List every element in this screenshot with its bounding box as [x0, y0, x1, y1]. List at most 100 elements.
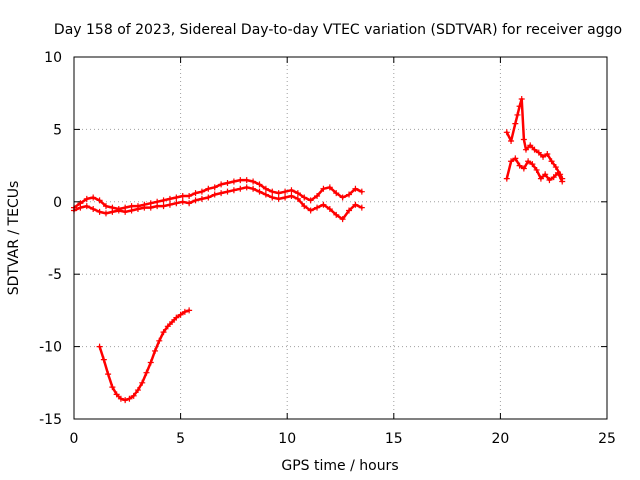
- data-point: [525, 158, 532, 165]
- data-point: [100, 356, 107, 363]
- series-line: [72, 178, 364, 211]
- data-point: [314, 204, 321, 211]
- data-point: [128, 207, 135, 214]
- data-point: [130, 392, 137, 399]
- data-point: [164, 323, 171, 330]
- data-point: [186, 200, 193, 207]
- data-point: [113, 391, 120, 398]
- data-point: [288, 193, 295, 200]
- data-point: [198, 188, 205, 195]
- data-point: [154, 203, 161, 210]
- data-point: [346, 191, 353, 198]
- data-point: [122, 397, 129, 404]
- data-point: [173, 200, 180, 207]
- data-point: [288, 187, 295, 194]
- data-point: [326, 206, 333, 213]
- y-tick-label: 10: [44, 50, 62, 66]
- data-point: [173, 194, 180, 201]
- data-point: [126, 395, 133, 402]
- data-point: [358, 204, 365, 211]
- data-point: [527, 142, 534, 149]
- data-point: [115, 207, 122, 214]
- y-tick-label: 5: [53, 122, 62, 138]
- series-track-a-upper: [71, 177, 365, 213]
- data-point: [205, 194, 212, 201]
- x-tick-label: 25: [598, 431, 616, 447]
- data-point: [550, 174, 557, 181]
- data-point: [301, 203, 308, 210]
- grid-lines: [74, 57, 607, 419]
- data-point: [198, 195, 205, 202]
- data-point: [503, 175, 510, 182]
- data-point: [282, 188, 289, 195]
- data-point: [186, 193, 193, 200]
- series-track-a-lower: [71, 184, 365, 223]
- chart-title: Day 158 of 2023, Sidereal Day-to-day VTE…: [54, 22, 622, 38]
- data-point: [307, 207, 314, 214]
- data-point: [522, 146, 529, 153]
- data-point: [537, 175, 544, 182]
- data-point: [275, 195, 282, 202]
- data-point: [205, 185, 212, 192]
- data-point: [508, 137, 515, 144]
- data-point: [83, 195, 90, 202]
- x-tick-label: 15: [385, 431, 403, 447]
- data-point: [224, 188, 231, 195]
- data-point: [177, 311, 184, 318]
- data-point: [224, 179, 231, 186]
- data-point: [535, 149, 542, 156]
- series-track-d: [503, 155, 566, 185]
- data-point: [320, 201, 327, 208]
- data-point: [90, 194, 97, 201]
- data-point: [294, 190, 301, 197]
- data-point: [134, 206, 141, 213]
- data-point: [160, 329, 167, 336]
- x-tick-label: 20: [491, 431, 509, 447]
- data-point: [531, 146, 538, 153]
- data-point: [358, 188, 365, 195]
- data-point: [262, 191, 269, 198]
- data-point: [105, 371, 112, 378]
- data-point: [237, 177, 244, 184]
- data-point: [139, 379, 146, 386]
- data-point: [117, 395, 124, 402]
- data-point: [503, 129, 510, 136]
- data-point: [218, 181, 225, 188]
- data-point: [552, 164, 559, 171]
- data-point: [275, 190, 282, 197]
- y-axis-label: SDTVAR / TECUs: [6, 181, 22, 296]
- data-point: [333, 211, 340, 218]
- data-point: [533, 166, 540, 173]
- data-point: [540, 153, 547, 160]
- data-point: [147, 359, 154, 366]
- data-point: [96, 343, 103, 350]
- data-point: [160, 197, 167, 204]
- data-point: [559, 178, 566, 185]
- data-point: [256, 181, 263, 188]
- data-point: [173, 314, 180, 321]
- data-point: [320, 185, 327, 192]
- data-point: [529, 161, 536, 168]
- data-point: [169, 318, 176, 325]
- x-tick-label: 10: [278, 431, 296, 447]
- data-point: [301, 194, 308, 201]
- data-point: [518, 95, 525, 102]
- data-point: [143, 369, 150, 376]
- data-point: [186, 307, 193, 314]
- data-point: [352, 185, 359, 192]
- data-point: [520, 136, 527, 143]
- data-point: [243, 177, 250, 184]
- data-point: [179, 198, 186, 205]
- data-point: [166, 201, 173, 208]
- data-point: [256, 188, 263, 195]
- y-tick-label: -15: [39, 412, 62, 428]
- data-point: [339, 216, 346, 223]
- data-point: [314, 193, 321, 200]
- data-point: [102, 210, 109, 217]
- data-point: [307, 197, 314, 204]
- data-point: [512, 155, 519, 162]
- x-tick-label: 5: [176, 431, 185, 447]
- tick-labels: 0 5 10 15 20 25 -15 -10 -5 0 5 10: [39, 50, 616, 447]
- series-line: [72, 186, 364, 221]
